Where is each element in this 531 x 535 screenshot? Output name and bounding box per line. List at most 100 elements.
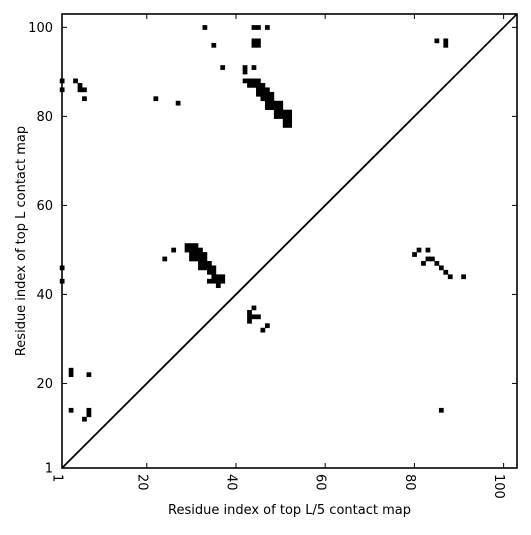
contact-cell-upper-17	[175, 100, 181, 106]
contact-cell-lower-2	[425, 247, 431, 253]
contact-cell-upper-20	[202, 25, 208, 30]
contact-cell-upper-60	[278, 109, 284, 115]
contact-cell-upper-31	[242, 65, 248, 70]
contact-cell-upper-5	[77, 82, 83, 88]
contact-cell-upper-47	[269, 91, 275, 97]
contact-cell-upper-22	[220, 65, 226, 70]
y-axis-label: Residue index of top L contact map	[14, 126, 29, 356]
contact-cell-upper-26	[251, 38, 257, 44]
contact-cell-upper-92	[211, 265, 217, 271]
contact-cell-upper-38	[251, 82, 257, 88]
contact-cell-upper-45	[260, 91, 266, 97]
contact-cell-upper-49	[264, 96, 270, 102]
contact-cell-lower-9	[447, 274, 453, 280]
contact-cell-upper-29	[256, 42, 261, 48]
contact-cell-upper-70	[287, 123, 293, 128]
x-tick-label: 1	[50, 474, 65, 482]
contact-cell-upper-79	[193, 252, 199, 257]
contact-cell-upper-6	[77, 87, 83, 93]
contact-cell-upper-68	[287, 118, 293, 124]
contact-cell-upper-69	[282, 123, 288, 128]
contact-cell-upper-50	[269, 96, 275, 102]
contact-cell-upper-99	[211, 278, 217, 284]
contact-cell-upper-35	[251, 78, 257, 84]
contact-cell-upper-83	[193, 256, 199, 262]
x-tick-label: 100	[491, 474, 506, 499]
contact-cell-upper-104	[247, 314, 252, 320]
contact-cell-upper-7	[82, 87, 87, 93]
contact-cell-upper-93	[206, 269, 212, 275]
contact-cell-upper-94	[211, 269, 217, 275]
contact-cell-upper-55	[264, 105, 270, 110]
contact-cell-upper-102	[215, 283, 221, 289]
y-tick-label: 60	[36, 199, 53, 214]
contact-cell-upper-87	[202, 261, 208, 266]
contact-cell-lower-10	[461, 274, 466, 280]
contact-cell-upper-58	[278, 105, 284, 110]
contact-cell-upper-101	[220, 278, 226, 284]
lower-triangle-contacts	[412, 247, 466, 413]
x-tick-label: 60	[313, 474, 328, 491]
contact-cell-lower-3	[421, 261, 426, 266]
contact-cell-upper-9	[68, 367, 74, 373]
contact-cell-upper-91	[206, 265, 212, 271]
contact-cell-upper-21	[211, 42, 217, 48]
x-tick-label: 40	[223, 474, 238, 491]
contact-cell-upper-105	[251, 314, 257, 320]
contact-cell-upper-67	[282, 118, 288, 124]
contact-cell-lower-5	[430, 256, 435, 262]
contact-cell-upper-84	[198, 256, 203, 262]
contact-cell-upper-88	[206, 261, 212, 266]
contact-cell-upper-48	[260, 96, 266, 102]
contact-cell-upper-40	[260, 82, 266, 88]
contact-cell-upper-28	[251, 42, 257, 48]
contact-cell-upper-14	[86, 412, 92, 418]
contact-cell-upper-111	[434, 38, 440, 44]
contact-cell-upper-89	[198, 265, 203, 271]
contact-cell-upper-113	[443, 42, 449, 48]
contact-cell-upper-78	[189, 252, 194, 257]
y-tick-label: 20	[36, 377, 53, 392]
plot-frame	[61, 13, 518, 469]
contact-cell-upper-24	[256, 25, 261, 30]
contact-cell-upper-61	[282, 109, 288, 115]
contact-cell-upper-33	[242, 78, 248, 84]
contact-cell-upper-98	[206, 278, 212, 284]
contact-cell-upper-34	[247, 78, 252, 84]
contact-cell-upper-16	[153, 96, 159, 102]
contact-cell-upper-11	[86, 372, 92, 378]
contact-cell-upper-90	[202, 265, 208, 271]
contact-cell-upper-74	[184, 247, 190, 253]
contact-cell-upper-10	[68, 372, 74, 378]
contact-cell-lower-6	[434, 261, 440, 266]
x-axis-label: Residue index of top L/5 contact map	[168, 503, 411, 518]
contact-cell-upper-25	[264, 25, 270, 30]
contact-cell-upper-30	[251, 65, 257, 70]
contact-cell-upper-56	[269, 105, 275, 110]
contact-cell-lower-11	[438, 407, 444, 413]
contact-cell-upper-77	[198, 247, 203, 253]
contact-cell-upper-80	[198, 252, 203, 257]
y-tick-label: 80	[36, 110, 53, 125]
contact-cell-upper-46	[264, 91, 270, 97]
contact-cell-upper-18	[162, 256, 168, 262]
contact-cell-upper-108	[251, 305, 257, 311]
contact-cell-upper-73	[193, 243, 199, 248]
contact-cell-upper-13	[86, 407, 92, 413]
contact-cell-upper-19	[171, 247, 177, 253]
contact-cell-upper-97	[220, 274, 226, 280]
contact-cell-upper-65	[282, 114, 288, 119]
upper-triangle-contacts	[59, 25, 449, 422]
contact-cell-upper-75	[189, 247, 194, 253]
contact-cell-upper-39	[256, 82, 261, 88]
contact-cell-upper-110	[264, 323, 270, 329]
contact-cell-upper-54	[278, 100, 284, 106]
contact-cell-upper-59	[273, 109, 279, 115]
contact-cell-upper-71	[184, 243, 190, 248]
x-tick-label: 80	[402, 474, 417, 491]
contact-cell-upper-100	[215, 278, 221, 284]
contact-cell-upper-63	[273, 114, 279, 119]
contact-cell-upper-76	[193, 247, 199, 253]
